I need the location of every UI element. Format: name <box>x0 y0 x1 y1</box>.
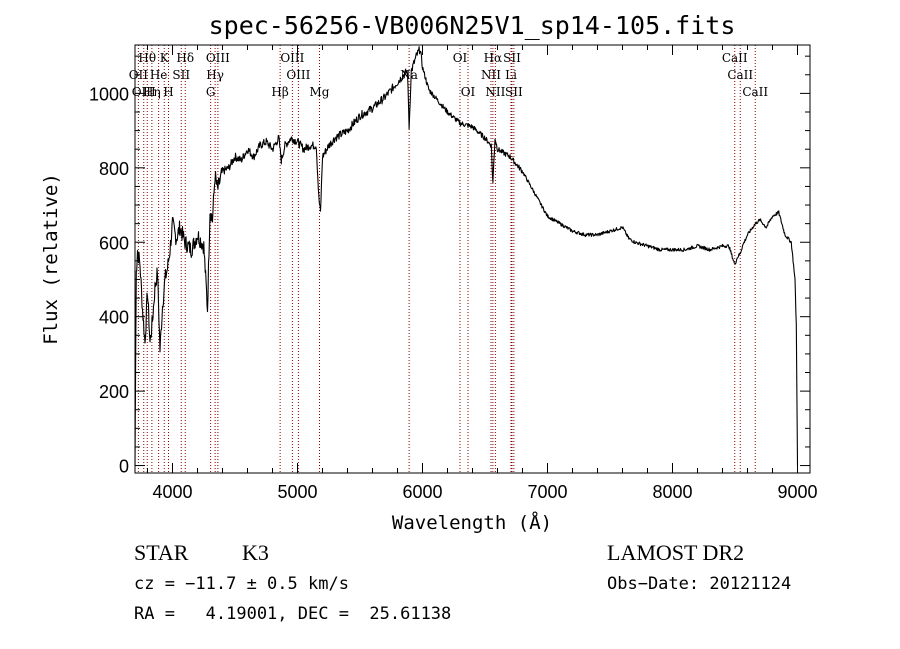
y-tick-label: 200 <box>99 382 129 402</box>
spectrum-line <box>134 46 799 466</box>
y-tick-label: 800 <box>99 159 129 179</box>
line-label: OI <box>453 51 468 65</box>
line-label: OIII <box>280 51 304 65</box>
line-label: SII <box>505 85 523 99</box>
line-label: OI <box>461 85 476 99</box>
object-class: STAR <box>134 540 189 565</box>
line-label: OIII <box>286 68 310 82</box>
x-tick-label: 5000 <box>277 482 317 502</box>
y-axis-label: Flux (relative) <box>40 173 62 345</box>
line-label: Hδ <box>176 51 194 65</box>
line-label: NII <box>481 68 501 82</box>
line-label: H <box>163 85 173 99</box>
line-label: CaII <box>727 68 753 82</box>
line-label: Hθ <box>138 51 156 65</box>
y-tick-label: 600 <box>99 233 129 253</box>
line-label: OII <box>129 68 149 82</box>
survey-name: LAMOST DR2 <box>607 540 745 565</box>
y-tick-label: 400 <box>99 308 129 328</box>
line-label: K <box>160 51 170 65</box>
y-tick-label: 0 <box>119 457 129 477</box>
object-subclass: K3 <box>242 540 269 565</box>
line-label: G <box>206 85 216 99</box>
cz-velocity: cz = −11.7 ± 0.5 km/s <box>134 574 349 594</box>
line-label: SII <box>172 68 190 82</box>
x-axis-label: Wavelength (Å) <box>392 511 552 534</box>
x-tick-label: 6000 <box>402 482 442 502</box>
line-label: Hη <box>143 85 161 99</box>
line-label: NII <box>485 85 505 99</box>
line-label: CaII <box>722 51 748 65</box>
chart-title: spec-56256-VB006N25V1_sp14-105.fits <box>209 11 736 40</box>
line-label: Hβ <box>271 85 288 99</box>
line-label: OIII <box>132 85 156 99</box>
line-label: SII <box>503 51 521 65</box>
x-tick-label: 7000 <box>527 482 567 502</box>
x-tick-label: 8000 <box>652 482 692 502</box>
x-tick-label: 4000 <box>152 482 192 502</box>
plot-frame <box>134 44 811 474</box>
line-label: Li <box>505 68 517 82</box>
line-label: Na <box>400 68 418 82</box>
line-label: He <box>150 68 168 82</box>
obs-date: Obs−Date: 20121124 <box>607 574 792 594</box>
plot-area: 4000 5000 6000 7000 8000 9000 0 200 400 600 800 100… <box>89 44 818 502</box>
line-label: Mg <box>310 85 330 99</box>
line-label: CaII <box>742 85 768 99</box>
line-label: Hγ <box>206 68 224 82</box>
x-tick-label: 9000 <box>777 482 817 502</box>
y-tick-label: 1000 <box>89 84 129 104</box>
coordinates: RA = 4.19001, DEC = 25.61138 <box>134 604 452 624</box>
line-label: Hα <box>484 51 503 65</box>
line-label: OIII <box>206 51 230 65</box>
